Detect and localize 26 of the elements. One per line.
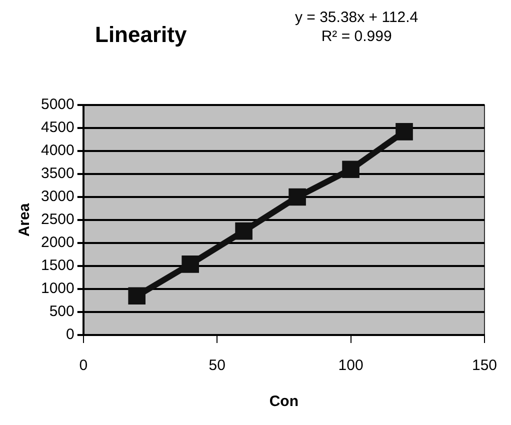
y-tick-label: 500	[49, 303, 74, 320]
text: R² = 0.999	[320, 27, 393, 46]
x-axis-title: Con	[269, 393, 299, 410]
chart-title: Linearity	[95, 22, 187, 48]
point	[128, 287, 146, 305]
x-tick-label: 100	[338, 357, 364, 374]
x-tick-label: 50	[208, 357, 226, 374]
y-tick-label: 1000	[40, 280, 74, 298]
y-tick-label: 3500	[40, 165, 74, 182]
y-tick-label: 3000	[40, 188, 74, 206]
y-tick-label: 4500	[40, 119, 74, 136]
x-tick-label: 150	[472, 357, 497, 374]
point	[342, 160, 360, 178]
point	[235, 222, 252, 240]
y-tick-label: 1500	[40, 257, 74, 274]
x-tick-label: 0	[79, 357, 88, 374]
text: y = 35.38x + 112.4	[295, 8, 418, 27]
y-axis-title: Area	[16, 202, 34, 237]
y-tick-label: 5000	[40, 96, 74, 114]
y-tick-label: 2000	[40, 234, 74, 252]
point	[182, 256, 199, 273]
point	[288, 188, 306, 206]
y-tick-label: 4000	[40, 142, 74, 160]
point	[396, 123, 413, 140]
y-tick-label: 2500	[40, 211, 74, 228]
y-tick-label: 0	[66, 326, 74, 344]
